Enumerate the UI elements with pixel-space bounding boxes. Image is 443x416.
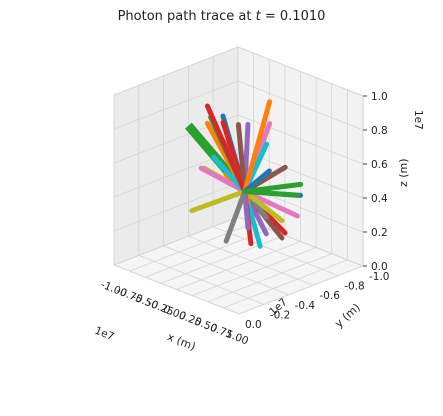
grid-line-z [113, 148, 364, 199]
x-axis-multiplier: 1e7 [93, 325, 116, 344]
y-tick-label: -0.2 [270, 309, 291, 321]
z-tick-label: 0.2 [371, 227, 388, 239]
z-tick-label: 0.6 [371, 159, 388, 171]
ray-line [242, 99, 273, 194]
ray-line [204, 103, 248, 194]
ray-line [189, 188, 248, 214]
grid-line-z [113, 216, 364, 267]
y-tick-label: -1.0 [369, 271, 390, 283]
grid-line-z [113, 114, 364, 165]
ray-line [242, 188, 285, 224]
z-axis-label: z (m) [397, 158, 410, 187]
z-axis-multiplier: 1e7 [412, 110, 424, 130]
y-tick-label: -0.8 [344, 281, 365, 293]
y-tick-label: 0.0 [245, 319, 262, 331]
ray-line [235, 122, 248, 194]
z-tick-label: 1.0 [371, 91, 388, 103]
ray-line [198, 165, 248, 194]
z-tick-label: 0.0 [371, 261, 388, 273]
grid-line-z [113, 80, 364, 131]
ray-line [223, 188, 248, 244]
x-axis-label: x (m) [165, 330, 197, 353]
ray-line [242, 168, 272, 194]
z-tick-label: 0.8 [371, 125, 388, 137]
ray-line [242, 188, 251, 231]
grid-line-z [113, 46, 364, 97]
rays-layer [189, 99, 304, 249]
z-tick-label: 0.4 [371, 193, 388, 205]
y-tick-label: -0.6 [319, 290, 340, 302]
y-axis-label: y (m) [332, 301, 362, 330]
ray-line [242, 181, 304, 194]
y-tick-label: -0.4 [295, 300, 316, 312]
chart-title: Photon path trace at t = 0.1010 [117, 9, 326, 24]
